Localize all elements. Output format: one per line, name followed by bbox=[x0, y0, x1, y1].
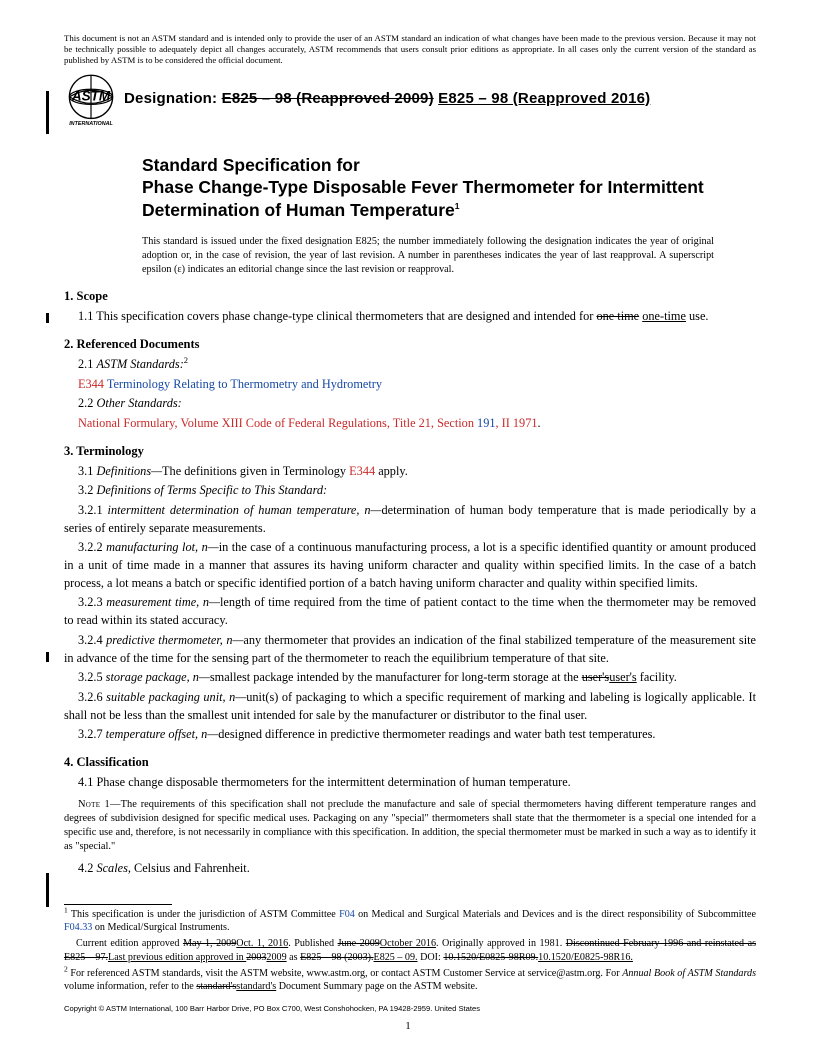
note-1: Note 1—The requirements of this specific… bbox=[64, 798, 756, 854]
para-1-1: 1.1 This specification covers phase chan… bbox=[64, 308, 756, 326]
change-bar bbox=[46, 91, 49, 134]
para-3-2-2: 3.2.2 manufacturing lot, n—in the case o… bbox=[64, 539, 756, 592]
footnote-1: 1 This specification is under the jurisd… bbox=[64, 908, 756, 935]
para-4-2: 4.2 Scales, Celsius and Fahrenheit. bbox=[64, 860, 756, 878]
section-terminology-head: 3. Terminology bbox=[64, 443, 756, 460]
para-3-2: 3.2 Definitions of Terms Specific to Thi… bbox=[64, 482, 756, 500]
para-3-1: 3.1 Definitions—The definitions given in… bbox=[64, 463, 756, 481]
para-3-2-7: 3.2.7 temperature offset, n—designed dif… bbox=[64, 726, 756, 744]
ref-nf: National Formulary, Volume XIII Code of … bbox=[64, 415, 756, 433]
issued-note: This standard is issued under the fixed … bbox=[142, 235, 714, 276]
page: This document is not an ASTM standard an… bbox=[0, 0, 816, 1056]
para-3-2-6: 3.2.6 suitable packaging unit, n—unit(s)… bbox=[64, 689, 756, 724]
designation-new: E825 – 98 (Reapproved 2016) bbox=[438, 90, 650, 107]
para-3-2-5: 3.2.5 storage package, n—smallest packag… bbox=[64, 669, 756, 687]
svg-text:ASTM: ASTM bbox=[71, 89, 111, 104]
para-2-1: 2.1 ASTM Standards:2 bbox=[64, 356, 756, 374]
link-f04[interactable]: F04 bbox=[339, 909, 355, 920]
section-classification-head: 4. Classification bbox=[64, 754, 756, 771]
section-scope-head: 1. Scope bbox=[64, 288, 756, 305]
para-2-2: 2.2 Other Standards: bbox=[64, 395, 756, 413]
disclaimer: This document is not an ASTM standard an… bbox=[64, 33, 756, 66]
para-3-2-3: 3.2.3 measurement time, n—length of time… bbox=[64, 594, 756, 629]
footnote-rule bbox=[64, 904, 172, 905]
para-4-1: 4.1 Phase change disposable thermometers… bbox=[64, 774, 756, 792]
link-e344-2[interactable]: E344 bbox=[349, 464, 375, 478]
designation-old: E825 – 98 (Reapproved 2009) bbox=[222, 90, 434, 107]
link-e344[interactable]: E344 bbox=[78, 377, 104, 391]
copyright: Copyright © ASTM International, 100 Barr… bbox=[64, 1004, 480, 1014]
svg-text:INTERNATIONAL: INTERNATIONAL bbox=[69, 121, 113, 126]
para-3-2-1: 3.2.1 intermittent determination of huma… bbox=[64, 502, 756, 537]
change-bar bbox=[46, 873, 49, 907]
section-referenced-head: 2. Referenced Documents bbox=[64, 336, 756, 353]
designation: Designation: E825 – 98 (Reapproved 2009)… bbox=[124, 89, 650, 109]
astm-logo: ASTM INTERNATIONAL bbox=[64, 72, 118, 126]
header: ASTM INTERNATIONAL Designation: E825 – 9… bbox=[64, 72, 756, 126]
ref-e344: E344 Terminology Relating to Thermometry… bbox=[64, 376, 756, 394]
change-bar bbox=[46, 652, 49, 662]
footnote-1b: Current edition approved May 1, 2009Oct.… bbox=[64, 937, 756, 964]
change-bar bbox=[46, 313, 49, 323]
para-3-2-4: 3.2.4 predictive thermometer, n—any ther… bbox=[64, 632, 756, 667]
link-f0433[interactable]: F04.33 bbox=[64, 922, 92, 933]
title-block: Standard Specification for Phase Change-… bbox=[142, 154, 732, 276]
standard-title: Standard Specification for Phase Change-… bbox=[142, 154, 732, 221]
footnote-2: 2 For referenced ASTM standards, visit t… bbox=[64, 967, 756, 994]
page-number: 1 bbox=[0, 1019, 816, 1034]
